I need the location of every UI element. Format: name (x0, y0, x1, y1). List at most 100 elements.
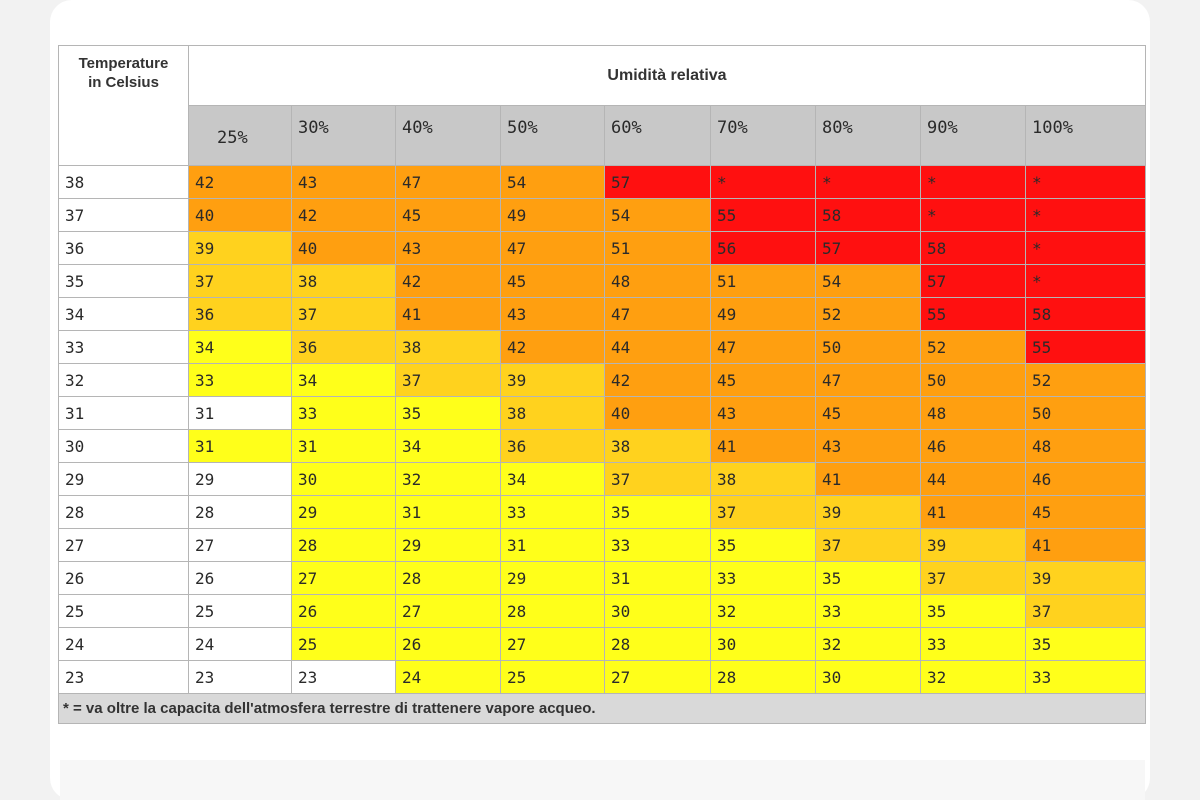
heat-index-cell: 58 (1025, 297, 1146, 331)
temperature-cell: 37 (58, 198, 189, 232)
heat-index-cell: 33 (291, 396, 396, 430)
heat-index-cell: 30 (710, 627, 816, 661)
heat-index-cell: 30 (291, 462, 396, 496)
heat-index-cell: 35 (920, 594, 1026, 628)
heat-index-cell: 34 (188, 330, 292, 364)
heat-index-cell: * (920, 165, 1026, 199)
heat-index-cell: 41 (395, 297, 501, 331)
heat-index-cell: 34 (500, 462, 605, 496)
heat-index-table: Temperature in Celsius Umidità relativa … (58, 45, 1146, 724)
heat-index-cell: 36 (500, 429, 605, 463)
humidity-column-header: 100% (1025, 105, 1146, 166)
heat-index-cell: 38 (710, 462, 816, 496)
heat-index-cell: 28 (291, 528, 396, 562)
heat-index-cell: 25 (188, 594, 292, 628)
table-body: 38 42 43 47 54 57 * * * * 37 40 42 45 49 54 55 58 * * 36 39 40… (58, 165, 1146, 694)
temperature-cell: 26 (58, 561, 189, 595)
heat-index-cell: 26 (395, 627, 501, 661)
heat-index-cell: 31 (395, 495, 501, 529)
heat-index-cell: 54 (815, 264, 921, 298)
heat-index-cell: 39 (815, 495, 921, 529)
heat-index-cell: 29 (500, 561, 605, 595)
heat-index-cell: 38 (291, 264, 396, 298)
heat-index-cell: 48 (604, 264, 711, 298)
humidity-column-header: 70% (710, 105, 816, 166)
heat-index-cell: 37 (604, 462, 711, 496)
heat-index-cell: 38 (395, 330, 501, 364)
humidity-column-header: 50% (500, 105, 605, 166)
heat-index-cell: 42 (500, 330, 605, 364)
heat-index-cell: 57 (815, 231, 921, 265)
heat-index-cell: 45 (1025, 495, 1146, 529)
heat-index-cell: 43 (815, 429, 921, 463)
heat-index-cell: 52 (920, 330, 1026, 364)
humidity-column-header: 25% (188, 105, 292, 166)
heat-index-cell: 40 (188, 198, 292, 232)
heat-index-cell: 51 (710, 264, 816, 298)
heat-index-cell: 28 (188, 495, 292, 529)
table-row: 24 24 25 26 27 28 30 32 33 35 (58, 627, 1146, 661)
humidity-group-header: Umidità relativa (188, 45, 1146, 106)
heat-index-cell: 33 (815, 594, 921, 628)
heat-index-cell: 47 (710, 330, 816, 364)
heat-index-cell: 37 (188, 264, 292, 298)
heat-index-cell: 41 (920, 495, 1026, 529)
heat-index-cell: 49 (710, 297, 816, 331)
heat-index-cell: 25 (291, 627, 396, 661)
heat-index-cell: 43 (710, 396, 816, 430)
heat-index-cell: 37 (920, 561, 1026, 595)
heat-index-cell: 35 (815, 561, 921, 595)
heat-index-cell: 48 (920, 396, 1026, 430)
table-row: 31 31 33 35 38 40 43 45 48 50 (58, 396, 1146, 430)
humidity-column-header: 90% (920, 105, 1026, 166)
heat-index-cell: 39 (188, 231, 292, 265)
heat-index-cell: 47 (604, 297, 711, 331)
heat-index-cell: 35 (1025, 627, 1146, 661)
heat-index-cell: 31 (500, 528, 605, 562)
temperature-cell: 32 (58, 363, 189, 397)
heat-index-cell: 47 (500, 231, 605, 265)
heat-index-cell: 42 (604, 363, 711, 397)
heat-index-cell: 33 (710, 561, 816, 595)
table-row: 35 37 38 42 45 48 51 54 57 * (58, 264, 1146, 298)
heat-index-cell: 47 (395, 165, 501, 199)
heat-index-cell: 32 (395, 462, 501, 496)
corner-label-line-1: Temperature (78, 55, 169, 72)
heat-index-cell: 39 (1025, 561, 1146, 595)
heat-index-cell: 46 (1025, 462, 1146, 496)
table-row: 25 25 26 27 28 30 32 33 35 37 (58, 594, 1146, 628)
heat-index-cell: 31 (188, 429, 292, 463)
table-row: 30 31 31 34 36 38 41 43 46 48 (58, 429, 1146, 463)
heat-index-cell: 27 (500, 627, 605, 661)
heat-index-cell: 32 (815, 627, 921, 661)
heat-index-cell: 41 (1025, 528, 1146, 562)
temperature-cell: 38 (58, 165, 189, 199)
humidity-column-header: 80% (815, 105, 921, 166)
heat-index-cell: 57 (920, 264, 1026, 298)
heat-index-cell: 37 (395, 363, 501, 397)
heat-index-cell: 34 (395, 429, 501, 463)
heat-index-cell: 41 (710, 429, 816, 463)
heat-index-cell: 27 (395, 594, 501, 628)
heat-index-cell: 26 (188, 561, 292, 595)
heat-index-cell: 30 (815, 660, 921, 694)
humidity-column-header: 60% (604, 105, 711, 166)
corner-label-line-2: in Celsius (88, 74, 159, 91)
heat-index-cell: 32 (710, 594, 816, 628)
heat-index-cell: * (1025, 165, 1146, 199)
heat-index-cell: 50 (815, 330, 921, 364)
table-row: 33 34 36 38 42 44 47 50 52 55 (58, 330, 1146, 364)
heat-index-cell: 37 (1025, 594, 1146, 628)
heat-index-cell: 40 (604, 396, 711, 430)
heat-index-cell: 30 (604, 594, 711, 628)
heat-index-cell: 58 (920, 231, 1026, 265)
table-row: 37 40 42 45 49 54 55 58 * * (58, 198, 1146, 232)
heat-index-cell: 58 (815, 198, 921, 232)
table-row: 29 29 30 32 34 37 38 41 44 46 (58, 462, 1146, 496)
table-row: 27 27 28 29 31 33 35 37 39 41 (58, 528, 1146, 562)
temperature-cell: 25 (58, 594, 189, 628)
temperature-cell: 34 (58, 297, 189, 331)
heat-index-cell: 24 (188, 627, 292, 661)
heat-index-cell: 50 (920, 363, 1026, 397)
heat-index-cell: 36 (188, 297, 292, 331)
